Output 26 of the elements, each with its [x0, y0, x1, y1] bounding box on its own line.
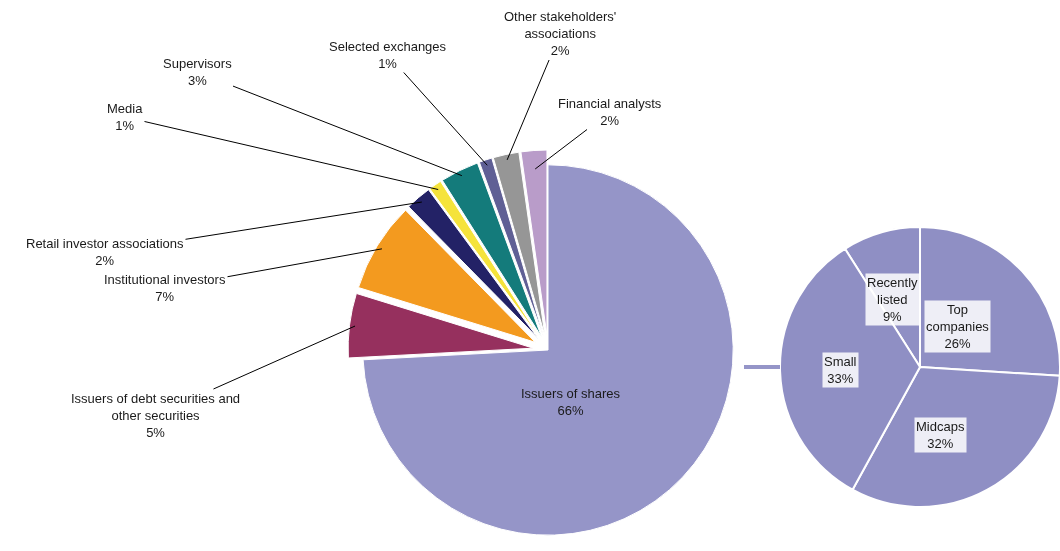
slice-label: Supervisors: [163, 56, 233, 71]
slice-label: Retail investor associations: [26, 236, 185, 251]
data-label: 2%: [95, 252, 115, 268]
data-label: 5%: [146, 424, 166, 440]
data-label: 2%: [550, 42, 570, 58]
slice-label: Other stakeholders' associations: [504, 9, 617, 41]
data-label: 3%: [187, 72, 208, 88]
data-label: 66%: [557, 402, 584, 418]
slice-label: Financial analysts: [558, 96, 662, 111]
data-label: 32%: [927, 435, 954, 451]
slice-label: Selected exchanges: [329, 39, 447, 54]
data-label: 1%: [115, 117, 135, 133]
data-label: 2%: [600, 112, 620, 128]
data-label: 26%: [944, 335, 971, 351]
slice-label: Media: [107, 101, 144, 116]
slice-label: Small: [824, 354, 857, 369]
slice-label: Institutional investors: [104, 272, 226, 287]
data-label: 7%: [155, 288, 175, 304]
data-label: 1%: [378, 55, 398, 71]
slice-label: Top companies: [926, 302, 990, 334]
slice-label: Issuers of debt securities and other securities: [71, 391, 241, 423]
data-label: 9%: [882, 308, 903, 324]
data-label: 33%: [827, 370, 854, 386]
slice-label: Issuers of shares: [521, 386, 621, 401]
slice-label: Recently listed: [867, 275, 919, 307]
slice-label: Midcaps: [916, 419, 965, 434]
